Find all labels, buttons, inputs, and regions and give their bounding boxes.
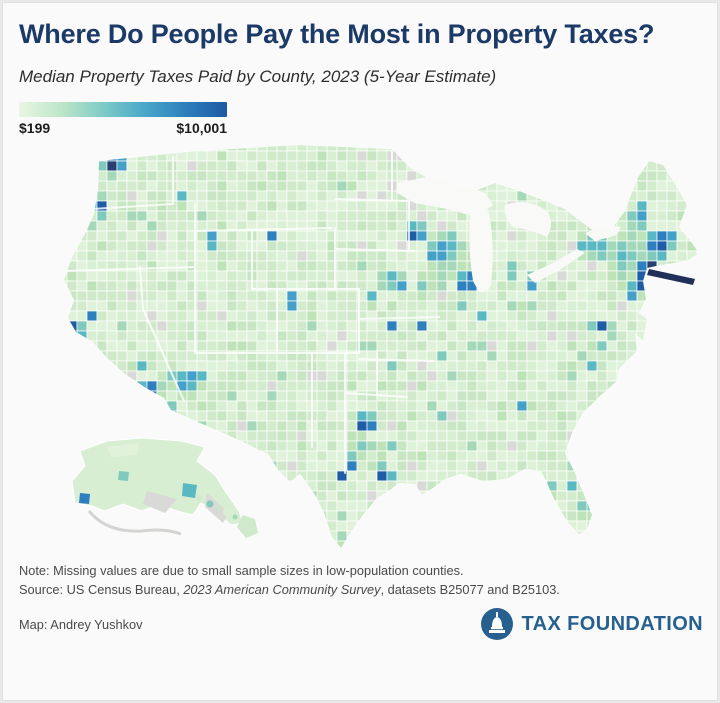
page-title: Where Do People Pay the Most in Property… xyxy=(19,19,655,49)
alaska-inset xyxy=(71,437,244,536)
tax-foundation-logo: TAX FOUNDATION xyxy=(480,607,703,641)
color-legend: $199 $10,001 xyxy=(19,102,227,136)
map-container xyxy=(47,141,700,556)
legend-labels: $199 $10,001 xyxy=(19,120,227,136)
map-credit: Map: Andrey Yushkov xyxy=(19,616,143,632)
capitol-dome-icon xyxy=(481,608,514,641)
state-borders xyxy=(64,150,440,474)
footnotes: Note: Missing values are due to small sa… xyxy=(3,556,717,599)
long-island xyxy=(647,269,695,285)
great-lakes xyxy=(397,177,621,293)
footer: Map: Andrey Yushkov TAX FOUNDATION xyxy=(3,599,717,641)
legend-gradient-bar xyxy=(19,102,227,117)
source-line: Source: US Census Bureau, 2023 American … xyxy=(19,581,560,597)
header: Where Do People Pay the Most in Property… xyxy=(3,3,717,136)
legend-max-label: $10,001 xyxy=(176,120,227,136)
logo-wordmark: TAX FOUNDATION xyxy=(521,612,703,635)
page-subtitle: Median Property Taxes Paid by County, 20… xyxy=(19,67,497,86)
legend-min-label: $199 xyxy=(19,120,51,136)
note-line: Note: Missing values are due to small sa… xyxy=(19,563,464,578)
us-county-choropleth-map xyxy=(63,144,700,549)
hawaii-inset xyxy=(196,495,258,538)
